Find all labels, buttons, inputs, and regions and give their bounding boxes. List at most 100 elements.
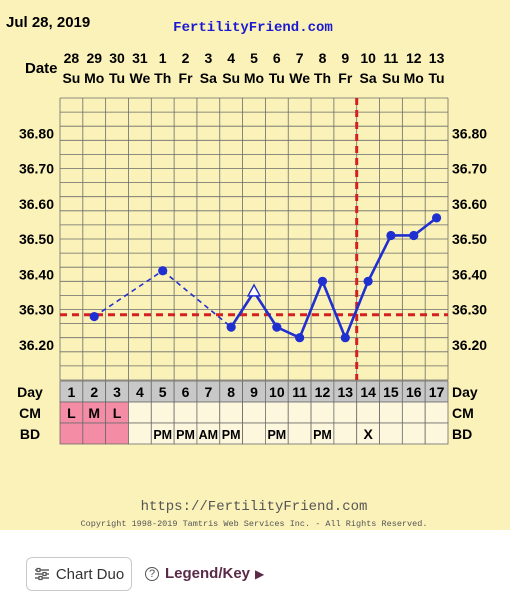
y-tick-left: 36.30 bbox=[19, 302, 54, 318]
chart-duo-button[interactable]: Chart Duo bbox=[26, 557, 132, 591]
y-tick-left: 36.70 bbox=[19, 161, 54, 177]
table-cell bbox=[424, 422, 449, 445]
date-label: 30 bbox=[109, 50, 125, 66]
date-label: 5 bbox=[250, 50, 258, 66]
temperature-point bbox=[272, 322, 282, 332]
row-label-left: CM bbox=[19, 405, 41, 421]
table-cell-text: X bbox=[363, 426, 373, 442]
table-cell bbox=[379, 401, 403, 424]
date-label: 4 bbox=[227, 50, 235, 66]
table-cell-text: 16 bbox=[406, 384, 422, 400]
table-cell-text: 5 bbox=[159, 384, 167, 400]
temperature-point bbox=[317, 276, 328, 286]
date-label: 31 bbox=[132, 50, 148, 66]
date-label: 1 bbox=[159, 50, 167, 66]
row-label-left: Day bbox=[17, 384, 43, 400]
table-cell-text: 3 bbox=[113, 384, 121, 400]
table-cell-text: PM bbox=[313, 428, 332, 442]
table-cell bbox=[333, 422, 358, 445]
table-cell-text: 17 bbox=[429, 384, 445, 400]
play-arrow-icon: ▶ bbox=[255, 566, 265, 581]
temperature-points bbox=[89, 213, 442, 343]
weekday-label: Sa bbox=[200, 70, 217, 86]
dashed-segment bbox=[162, 270, 232, 328]
line-segment bbox=[321, 280, 347, 339]
y-tick-right: 36.50 bbox=[452, 231, 487, 247]
table-cell bbox=[379, 422, 403, 445]
weekday-label: Fr bbox=[338, 70, 353, 86]
y-axis: 36.80 36.80 36.70 36.70 36.60 36.60 36.50 36.50… bbox=[19, 125, 487, 353]
y-tick-right: 36.40 bbox=[452, 266, 487, 282]
line-segment bbox=[252, 291, 278, 328]
bottom-toolbar: Chart Duo ? Legend/Key ▶ bbox=[0, 540, 526, 600]
weekday-label: Th bbox=[314, 70, 331, 86]
table-cell-text: 8 bbox=[227, 384, 235, 400]
table-cell bbox=[242, 422, 266, 445]
line-segment bbox=[412, 216, 438, 237]
temperature-point-open bbox=[246, 283, 262, 297]
y-tick-right: 36.20 bbox=[452, 337, 487, 353]
y-tick-left: 36.60 bbox=[19, 196, 54, 212]
chart-svg: Jul 28, 2019 FertilityFriend.com Date 28… bbox=[6, 14, 487, 529]
site-title: FertilityFriend.com bbox=[173, 20, 333, 36]
sliders-icon bbox=[34, 567, 49, 581]
line-segment bbox=[298, 280, 324, 339]
table-cell-text: 6 bbox=[182, 384, 190, 400]
temperature-point bbox=[226, 322, 236, 332]
table-cell bbox=[310, 401, 335, 424]
chart-date: Jul 28, 2019 bbox=[6, 14, 90, 31]
date-label: 8 bbox=[319, 50, 327, 66]
table-cell bbox=[401, 401, 426, 424]
table-cell bbox=[128, 422, 152, 445]
temperature-point bbox=[363, 276, 373, 286]
y-tick-left: 36.40 bbox=[19, 266, 54, 282]
y-tick-right: 36.30 bbox=[452, 302, 487, 318]
legend-key-link[interactable]: ? Legend/Key ▶ bbox=[145, 565, 264, 582]
row-label-right: BD bbox=[452, 426, 472, 442]
weekday-label: We bbox=[289, 70, 310, 86]
temperature-point bbox=[431, 213, 442, 223]
weekday-label: Mo bbox=[84, 70, 104, 86]
date-label: 2 bbox=[182, 50, 190, 66]
table-cell-text: 1 bbox=[68, 384, 76, 400]
table-cell-text: 11 bbox=[292, 384, 307, 400]
table-cell-text: 9 bbox=[250, 384, 258, 400]
table-cell bbox=[150, 401, 175, 424]
table-cell bbox=[424, 401, 449, 424]
weekday-label: Tu bbox=[109, 70, 125, 86]
date-label: 3 bbox=[204, 50, 212, 66]
line-segment bbox=[366, 234, 393, 282]
weekday-label: We bbox=[130, 70, 151, 86]
table-cell bbox=[242, 401, 266, 424]
table-cell bbox=[59, 422, 84, 445]
dashed-segment bbox=[93, 270, 164, 318]
table-cell-text: PM bbox=[222, 428, 241, 442]
table-cell bbox=[82, 422, 107, 445]
temperature-grid bbox=[59, 97, 449, 381]
legend-key-label: Legend/Key bbox=[165, 565, 251, 582]
table-cell-text: PM bbox=[153, 428, 172, 442]
weekday-label: Su bbox=[62, 70, 80, 86]
table-cell bbox=[219, 401, 243, 424]
y-tick-left: 36.20 bbox=[19, 337, 54, 353]
chart-duo-label: Chart Duo bbox=[55, 565, 125, 583]
weekday-label: Mo bbox=[404, 70, 424, 86]
temperature-point bbox=[386, 230, 396, 241]
table-cell bbox=[401, 422, 426, 445]
temperature-lines bbox=[60, 98, 448, 380]
help-icon: ? bbox=[145, 566, 159, 581]
date-label: 6 bbox=[273, 50, 281, 66]
date-header: 28 Su 29 Mo 30 Tu 31 We 1 Th 2 Fr 3 Sa 4 Su 5 Mo 6 Tu 7 We 8 Th… bbox=[62, 50, 444, 86]
row-label-right: CM bbox=[452, 405, 474, 421]
temperature-point bbox=[295, 333, 305, 343]
date-label: 28 bbox=[64, 50, 80, 66]
date-label: 29 bbox=[86, 50, 102, 66]
line-segment bbox=[230, 291, 256, 328]
temperature-point bbox=[340, 333, 350, 343]
table-cell bbox=[196, 401, 221, 424]
row-label-right: Day bbox=[452, 384, 478, 400]
weekday-label: Sa bbox=[360, 70, 377, 86]
table-cell-text: 15 bbox=[383, 384, 399, 400]
table-cell bbox=[287, 401, 312, 424]
table-cell-text: 14 bbox=[360, 384, 376, 400]
